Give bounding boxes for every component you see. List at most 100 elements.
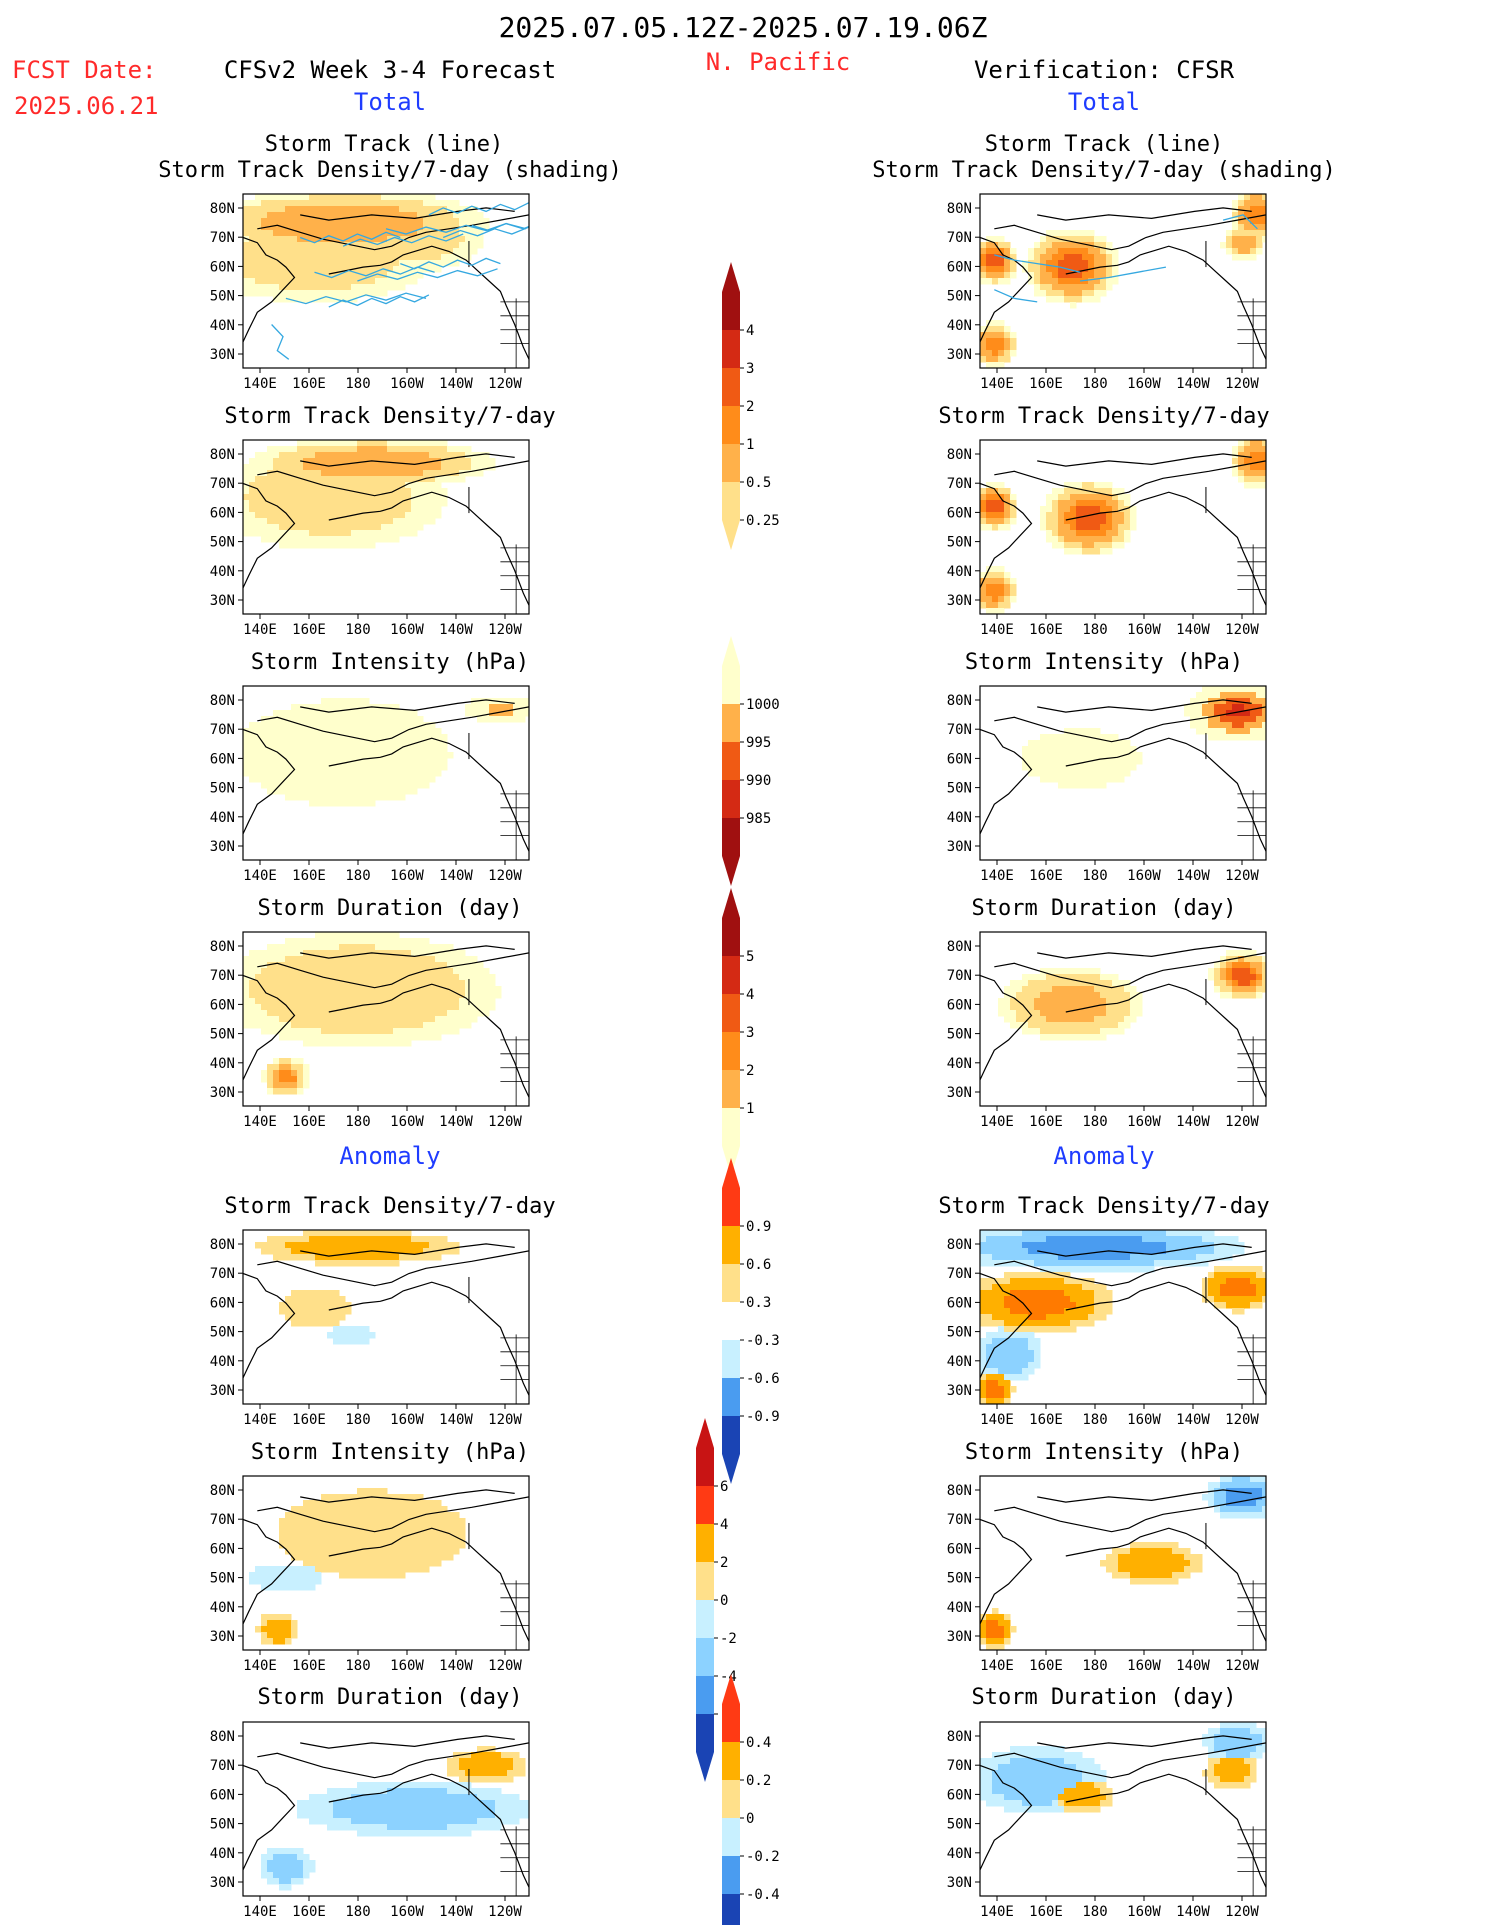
colorbar-segment [722,482,740,520]
panel-title: Storm Track Density/7-day (shading) [158,158,622,183]
coastline [243,236,296,343]
panel-frame [979,193,1267,369]
map-panel: 80N 70N 60N 50N 40N 30N 140E 160E 180 160W 140W 120… [210,685,530,884]
fcst-date: 2025.06.21 [14,92,159,120]
colorbar-segment [722,1378,740,1416]
panel-frame [242,685,530,861]
lon-tick-label: 140W [1176,622,1210,638]
colorbar-segment [722,666,740,704]
lat-tick-label: 60N [947,751,972,767]
colorbar-label: -0.6 [746,1371,780,1387]
coastline [243,1764,296,1871]
lon-tick-label: 160E [1029,1412,1063,1428]
panel-frame [979,1229,1267,1405]
colorbar-segment [722,1818,740,1856]
total-right-label: Total [1067,88,1141,116]
lat-tick-label: 80N [947,201,972,217]
panel-frame [979,439,1267,615]
panel-title: Storm Track Density/7-day [224,404,556,429]
colorbar-segment [722,1188,740,1226]
lat-tick-label: 70N [210,230,235,246]
coastline [980,974,1033,1081]
coastline [994,1742,1266,1779]
lon-tick-label: 180 [345,622,370,638]
colorbar-label: 3 [746,361,754,377]
panel-title: Storm Duration (day) [971,1685,1237,1710]
coastline [300,1243,515,1257]
colorbar-arrow [722,1674,740,1704]
storm-track-line [271,324,290,360]
lat-tick-label: 80N [947,1237,972,1253]
coastline [328,737,529,852]
lat-tick-label: 40N [947,564,972,580]
map-panel: 80N 70N 60N 50N 40N 30N 140E 160E 180 160W 140W 120… [210,1229,530,1428]
lat-tick-label: 70N [210,722,235,738]
lon-tick-label: 140E [243,622,277,638]
panel-title: Storm Track Density/7-day (shading) [872,158,1336,183]
lat-tick-label: 70N [947,1758,972,1774]
lat-tick-label: 50N [210,289,235,305]
lat-tick-label: 30N [210,1085,235,1101]
colorbar-label: -0.9 [746,1409,780,1425]
colorbar-segment [722,1894,740,1925]
colorbar-segment [722,330,740,368]
colorbar-segment [722,406,740,444]
colorbar-label: -0.3 [746,1333,780,1349]
lat-tick-label: 80N [947,1729,972,1745]
lon-tick-label: 140W [1176,868,1210,884]
lon-tick-label: 180 [1082,868,1107,884]
panel-title: Storm Intensity (hPa) [250,650,530,675]
lon-tick-label: 140W [439,622,473,638]
coastline [300,453,515,467]
lat-tick-label: 70N [210,1512,235,1528]
storm-track-line [471,222,529,232]
lat-tick-label: 60N [210,751,235,767]
lat-tick-label: 60N [947,997,972,1013]
colorbar-arrow [722,1158,740,1188]
lon-tick-label: 160W [1127,1904,1161,1920]
coastline [980,1518,1033,1625]
lon-tick-label: 160W [390,1412,424,1428]
lat-tick-label: 60N [210,505,235,521]
coastline [328,1527,529,1642]
coastline [994,214,1266,251]
colorbar-segment [722,1264,740,1302]
colorbar-label: 4 [720,1517,728,1533]
lat-tick-label: 60N [947,1541,972,1557]
lon-tick-label: 140E [980,376,1014,392]
lon-tick-label: 180 [1082,1114,1107,1130]
lon-tick-label: 160W [1127,622,1161,638]
lat-tick-label: 80N [210,1483,235,1499]
lon-tick-label: 180 [345,1904,370,1920]
period-title: 2025.07.05.12Z-2025.07.19.06Z [498,11,988,44]
lon-tick-label: 160W [1127,1658,1161,1674]
colorbar-label: -0.4 [746,1887,780,1903]
coastline [300,207,515,221]
fcst-label: FCST Date: [12,56,157,84]
colorbar-label: 6 [720,1479,728,1495]
coastline [994,1250,1266,1287]
lat-tick-label: 60N [947,1295,972,1311]
map-panel: 80N 70N 60N 50N 40N 30N 140E 160E 180 160W 140W 120… [947,931,1267,1130]
colorbar-label: 0.3 [746,1295,771,1311]
lat-tick-label: 80N [210,1237,235,1253]
colorbar-label: 4 [746,987,754,1003]
colorbar-segment [722,780,740,818]
lon-tick-label: 160E [1029,868,1063,884]
lat-tick-label: 70N [210,968,235,984]
lat-tick-label: 40N [947,318,972,334]
lon-tick-label: 160W [390,868,424,884]
coastline [1065,983,1266,1098]
map-panel: 80N 70N 60N 50N 40N 30N 140E 160E 180 160W 140W 120… [210,439,530,638]
lat-tick-label: 30N [210,347,235,363]
colorbar-segment [722,292,740,330]
lat-tick-label: 40N [947,1600,972,1616]
colorbar-label: 5 [746,949,754,965]
panel-title: Storm Intensity (hPa) [964,1440,1244,1465]
coastline [994,460,1266,497]
coastline [980,482,1033,589]
lon-tick-label: 140W [1176,1658,1210,1674]
lon-tick-label: 160E [1029,1904,1063,1920]
colorbar-segment [696,1600,714,1638]
lat-tick-label: 80N [947,1483,972,1499]
